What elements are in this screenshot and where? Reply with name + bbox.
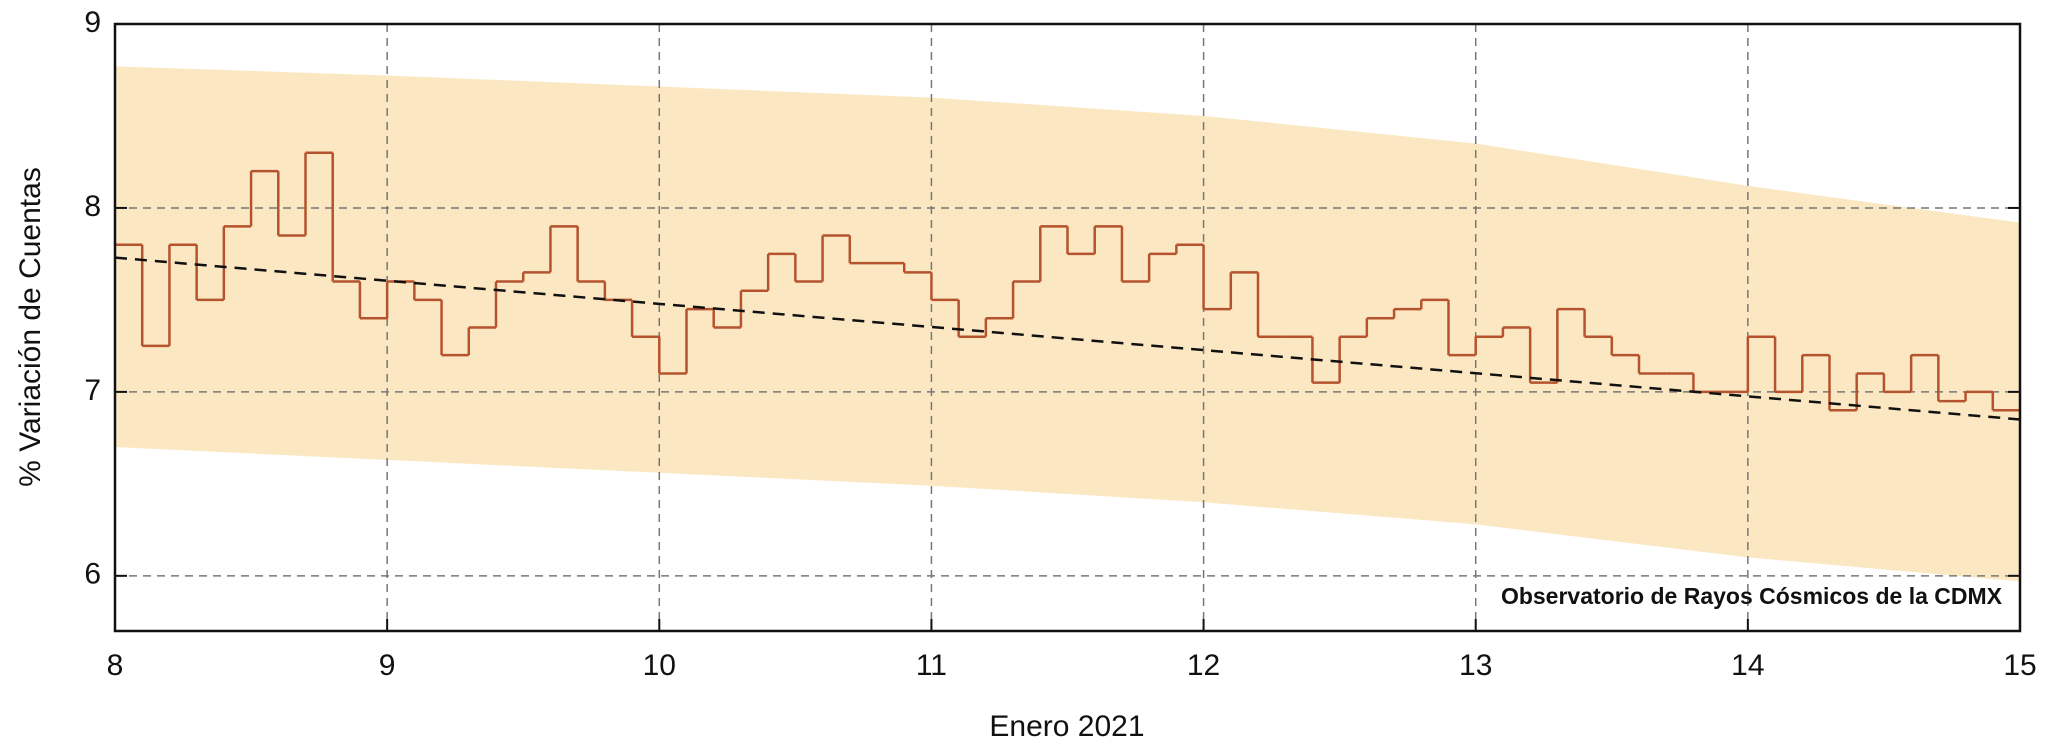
- x-tick-label: 9: [379, 649, 396, 682]
- annotation: Observatorio de Rayos Cósmicos de la CDM…: [1501, 583, 2003, 609]
- x-tick-label: 15: [2003, 649, 2036, 682]
- x-tick-label: 14: [1731, 649, 1764, 682]
- y-tick-label: 7: [84, 374, 101, 407]
- uncertainty-band: [115, 66, 2020, 582]
- x-tick-label: 13: [1459, 649, 1492, 682]
- x-tick-label: 12: [1187, 649, 1220, 682]
- x-tick-label: 8: [107, 649, 124, 682]
- y-tick-label: 6: [84, 558, 101, 591]
- y-axis-label: % Variación de Cuentas: [14, 167, 47, 487]
- y-tick-label: 9: [84, 6, 101, 39]
- x-tick-label: 11: [916, 649, 947, 682]
- y-tick-label: 8: [84, 190, 101, 223]
- x-tick-label: 10: [643, 649, 676, 682]
- plot-frame: [113, 22, 2022, 633]
- x-axis-label: Enero 2021: [989, 710, 1144, 743]
